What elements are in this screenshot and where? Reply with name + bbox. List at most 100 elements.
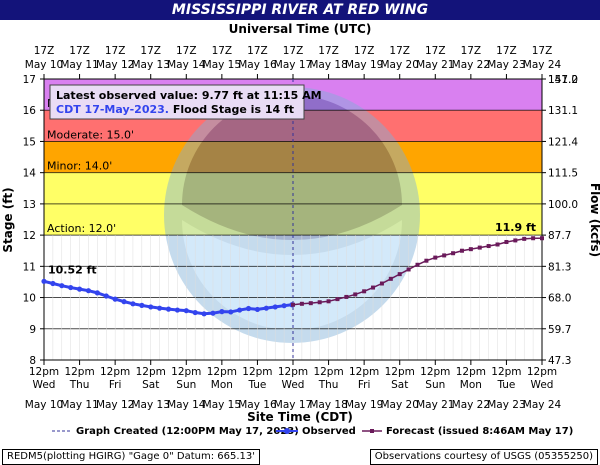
forecast-point (442, 253, 447, 258)
forecast-end-label: 11.9 ft (495, 221, 536, 234)
legend-forecast-marker (370, 429, 374, 433)
band-label-action: Action: 12.0' (47, 222, 116, 235)
observed-point (94, 290, 100, 296)
forecast-point (353, 292, 358, 297)
band-label-minor: Minor: 14.0' (47, 160, 112, 173)
bottom-tick-day: Thu (69, 379, 90, 391)
forecast-point (531, 236, 536, 241)
bottom-tick-date: May 14 (167, 399, 206, 411)
forecast-point (362, 289, 367, 294)
top-tick-date: May 23 (487, 59, 525, 71)
bottom-tick-date: May 24 (523, 399, 562, 411)
legend-created-label: Graph Created (12:00PM May 17, 2023) (76, 426, 299, 437)
top-tick-date: May 20 (381, 59, 419, 71)
top-tick-hour: 17Z (354, 45, 375, 57)
bottom-tick-time: 12pm (349, 366, 379, 378)
top-tick-date: May 18 (309, 59, 347, 71)
bottom-tick-date: May 20 (381, 399, 419, 411)
left-tick-label: 13 (23, 199, 36, 211)
noaa-wave-icon (182, 220, 402, 330)
forecast-point (486, 244, 491, 249)
observed-point (174, 307, 180, 313)
observed-point (245, 305, 252, 312)
bottom-tick-date: May 22 (452, 399, 490, 411)
top-tick-date: May 14 (167, 59, 206, 71)
left-tick-label: 12 (23, 230, 36, 242)
bottom-tick-date: May 17 (274, 399, 312, 411)
top-tick-hour: 17Z (140, 45, 161, 57)
forecast-point (495, 242, 500, 247)
bottom-tick-date: May 12 (96, 399, 134, 411)
forecast-point (477, 245, 482, 250)
top-tick-hour: 17Z (105, 45, 126, 57)
legend-observed-label: Observed (302, 426, 356, 437)
left-axis-label: Stage (ft) (1, 187, 15, 252)
forecast-point (522, 236, 527, 241)
observed-point (219, 309, 225, 315)
forecast-point (379, 281, 384, 286)
forecast-point (299, 301, 304, 306)
observed-point (192, 309, 198, 316)
forecast-point (504, 239, 509, 244)
right-tick-label: 111.5 (548, 168, 578, 180)
forecast-point (406, 267, 411, 272)
top-tick-hour: 17Z (176, 45, 197, 57)
bottom-tick-day: Wed (282, 379, 305, 391)
top-tick-date: May 22 (452, 59, 490, 71)
bottom-tick-day: Wed (531, 379, 554, 391)
bottom-tick-date: May 11 (60, 399, 98, 411)
chart-title: MISSISSIPPI RIVER AT RED WING (171, 2, 429, 18)
top-tick-hour: 17Z (318, 45, 339, 57)
bottom-tick-date: May 16 (238, 399, 277, 411)
observed-point (148, 304, 154, 310)
observed-point (237, 307, 243, 313)
top-tick-date: May 11 (60, 59, 98, 71)
observed-point (263, 305, 269, 311)
bottom-tick-day: Sun (425, 379, 445, 391)
observed-point (210, 310, 216, 316)
right-tick-label: 131.1 (548, 105, 578, 117)
observed-point (50, 280, 56, 287)
left-tick-label: 17 (23, 74, 36, 86)
observed-point (112, 296, 118, 302)
top-tick-date: May 19 (345, 59, 383, 71)
forecast-point (308, 301, 313, 306)
noaa-logo-icon (164, 87, 420, 343)
forecast-point (424, 258, 429, 263)
right-tick-label: 100.0 (548, 199, 578, 211)
bottom-tick-time: 12pm (136, 366, 166, 378)
observed-point (165, 306, 172, 312)
source-note: Observations courtesy of USGS (05355250) (369, 449, 598, 465)
left-tick-label: 16 (23, 105, 37, 117)
bottom-tick-day: Tue (496, 379, 515, 391)
left-tick-label: 11 (23, 261, 36, 273)
observed-point (139, 302, 145, 308)
top-axis-label: Universal Time (UTC) (229, 22, 372, 36)
right-tick-label: 47.3 (548, 355, 571, 367)
left-tick-label: 15 (23, 136, 36, 148)
forecast-point (513, 238, 518, 243)
observed-point (130, 301, 136, 307)
bottom-tick-date: May 19 (345, 399, 383, 411)
forecast-point (415, 262, 420, 267)
bottom-tick-date: May 13 (132, 399, 170, 411)
observed-point (59, 283, 65, 289)
bottom-tick-time: 12pm (278, 366, 308, 378)
right-tick-label: 59.7 (548, 324, 571, 336)
top-tick-hour: 17Z (461, 45, 482, 57)
bottom-tick-day: Sat (142, 379, 159, 391)
left-tick-label: 14 (23, 168, 37, 180)
forecast-point (291, 302, 295, 307)
left-tick-label: 8 (29, 355, 36, 367)
observed-point (76, 286, 83, 292)
top-tick-date: May 12 (96, 59, 134, 71)
right-tick-label: 141.0 (548, 74, 578, 86)
bottom-tick-date: May 23 (487, 399, 525, 411)
observed-point (228, 309, 234, 315)
right-tick-label: 87.7 (548, 230, 571, 242)
info-box (49, 84, 305, 120)
bottom-tick-time: 12pm (64, 366, 94, 378)
bottom-tick-time: 12pm (491, 366, 521, 378)
legend-forecast-label: Forecast (issued 8:46AM May 17) (386, 426, 573, 437)
bottom-tick-time: 12pm (242, 366, 272, 378)
